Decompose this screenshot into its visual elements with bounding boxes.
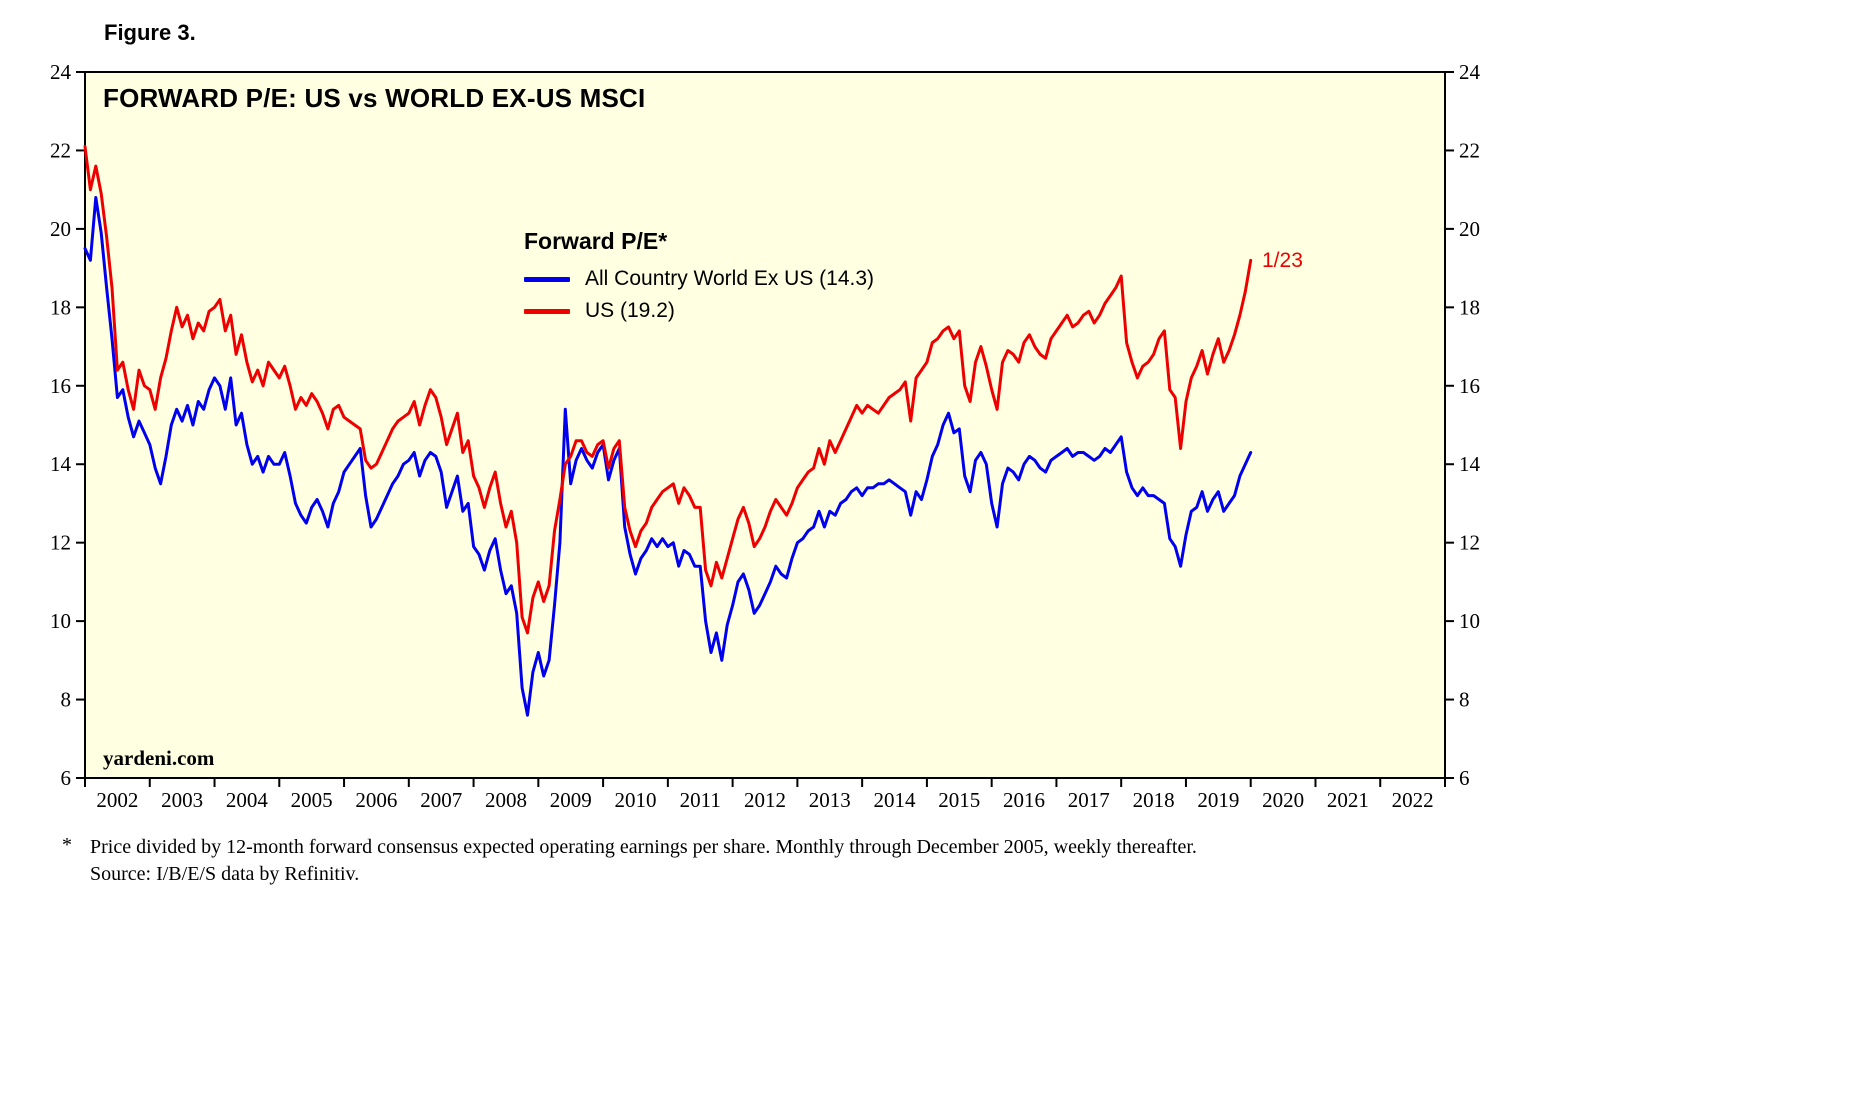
us-line-swatch — [524, 308, 570, 314]
svg-text:2016: 2016 — [1003, 788, 1045, 812]
legend-item-acwx: All Country World Ex US (14.3) — [524, 263, 874, 295]
legend-title: Forward P/E* — [524, 228, 668, 254]
svg-text:2017: 2017 — [1068, 788, 1110, 812]
svg-text:2022: 2022 — [1392, 788, 1434, 812]
svg-text:16: 16 — [1459, 374, 1480, 398]
plot-area — [84, 71, 1446, 779]
footnote-line1: Price divided by 12-month forward consen… — [90, 836, 1197, 858]
latest-date-annotation: 1/23 — [1262, 249, 1303, 272]
svg-text:22: 22 — [50, 138, 71, 162]
svg-text:8: 8 — [61, 688, 72, 712]
x-axis: 2002 2003 2004 2005 2006 2007 2008 2009 2010 2011… — [84, 778, 1446, 812]
svg-text:18: 18 — [50, 295, 71, 319]
legend-label-us: US (19.2) — [585, 299, 675, 322]
svg-text:6: 6 — [61, 766, 72, 790]
svg-text:8: 8 — [1459, 688, 1470, 712]
svg-text:20: 20 — [50, 217, 71, 241]
svg-text:16: 16 — [50, 374, 71, 398]
svg-text:2006: 2006 — [355, 788, 397, 812]
legend-item-us: US (19.2) — [524, 295, 874, 327]
svg-text:2021: 2021 — [1327, 788, 1369, 812]
figure-label: Figure 3. — [104, 20, 196, 45]
y-axis: 6 6 8 8 10 10 12 12 14 14 16 16 18 18 20 20 22 22 24 24 — [50, 60, 1481, 790]
svg-text:2018: 2018 — [1133, 788, 1175, 812]
us-line — [83, 145, 1253, 635]
svg-text:2005: 2005 — [291, 788, 333, 812]
svg-text:24: 24 — [1459, 60, 1481, 84]
svg-text:24: 24 — [50, 60, 72, 84]
svg-text:10: 10 — [1459, 609, 1480, 633]
footnote-marker: * — [62, 834, 72, 856]
footnote-line2: Source: I/B/E/S data by Refinitiv. — [90, 863, 360, 885]
svg-text:2011: 2011 — [680, 788, 721, 812]
svg-text:2013: 2013 — [809, 788, 851, 812]
svg-text:2002: 2002 — [96, 788, 138, 812]
svg-text:14: 14 — [1459, 452, 1481, 476]
watermark: yardeni.com — [103, 746, 215, 770]
svg-text:2010: 2010 — [614, 788, 656, 812]
svg-text:2007: 2007 — [420, 788, 462, 812]
chart-legend: Forward P/E* All Country World Ex US (14… — [524, 228, 874, 327]
legend-label-acwx: All Country World Ex US (14.3) — [585, 267, 875, 290]
svg-text:12: 12 — [50, 531, 71, 555]
svg-text:2019: 2019 — [1197, 788, 1239, 812]
footnote: * Price divided by 12-month forward cons… — [62, 834, 1197, 888]
acwx-line — [83, 196, 1253, 717]
svg-text:6: 6 — [1459, 766, 1470, 790]
chart-title: FORWARD P/E: US vs WORLD EX-US MSCI — [103, 83, 646, 113]
svg-text:2009: 2009 — [550, 788, 592, 812]
svg-text:20: 20 — [1459, 217, 1480, 241]
svg-text:12: 12 — [1459, 531, 1480, 555]
svg-text:2020: 2020 — [1262, 788, 1304, 812]
svg-text:2004: 2004 — [226, 788, 269, 812]
svg-text:2012: 2012 — [744, 788, 786, 812]
svg-text:2003: 2003 — [161, 788, 203, 812]
acwx-line-swatch — [524, 276, 570, 282]
svg-text:18: 18 — [1459, 295, 1480, 319]
svg-text:2008: 2008 — [485, 788, 527, 812]
svg-text:22: 22 — [1459, 138, 1480, 162]
svg-text:2014: 2014 — [874, 788, 917, 812]
svg-text:2015: 2015 — [938, 788, 980, 812]
svg-text:14: 14 — [50, 452, 72, 476]
svg-text:10: 10 — [50, 609, 71, 633]
